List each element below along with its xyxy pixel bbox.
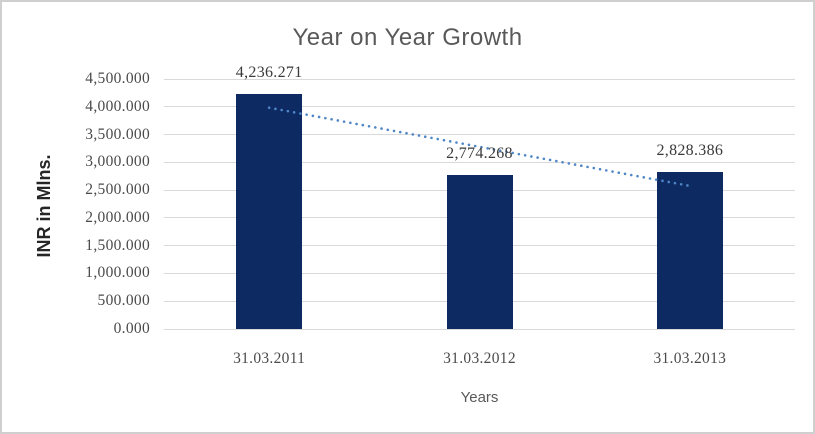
data-label: 4,236.271: [235, 63, 303, 81]
x-axis-tick-label: 31.03.2012: [443, 350, 516, 367]
y-axis-tick-label: 2,000.000: [85, 208, 150, 226]
bar: [446, 174, 513, 329]
y-axis-tick-label: 2,500.000: [85, 181, 150, 199]
y-axis-tick-label: 1,000.000: [85, 264, 150, 282]
chart-title: Year on Year Growth: [292, 24, 523, 51]
x-axis-tick-label: 31.03.2013: [653, 350, 727, 367]
y-axis-tick-label: 500.000: [97, 292, 150, 310]
y-axis-tick-label: 4,000.000: [85, 97, 150, 115]
y-axis-tick-label: 3,500.000: [85, 125, 150, 143]
gridline: [164, 328, 795, 330]
x-axis-tick-label: 31.03.2011: [233, 350, 306, 367]
data-label: 2,828.386: [656, 141, 724, 159]
y-axis-tick-label: 3,000.000: [85, 153, 150, 171]
data-label: 2,774.268: [446, 144, 513, 162]
y-axis-tick-label: 0.000: [113, 320, 150, 337]
gridline: [164, 78, 795, 80]
x-axis-title: Years: [460, 389, 499, 406]
bar: [236, 93, 303, 329]
y-axis-tick-label: 1,500.000: [85, 236, 150, 254]
y-axis-tick-label: 4,500.000: [85, 70, 150, 87]
bar: [656, 171, 723, 329]
